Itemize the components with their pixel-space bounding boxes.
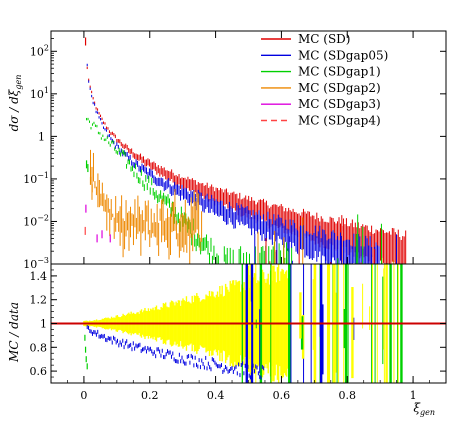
x-axis-title-base: ξ (413, 401, 421, 415)
main-y-tick-label-5: 102 (30, 43, 49, 58)
x-tick-label-3: 0.6 (273, 389, 291, 402)
x-tick-label-1: 0.2 (141, 389, 159, 402)
legend-label-1: MC (SDgap05) (298, 48, 388, 62)
main-y-tick-label-0: 10−3 (23, 256, 49, 271)
x-tick-label-5: 1 (410, 389, 417, 402)
x-tick-label-0: 0 (80, 389, 87, 402)
legend-label-4: MC (SDgap3) (298, 97, 381, 111)
ratio-y-tick-label-0: 0.6 (30, 365, 48, 378)
main-y-tick-label-1: 10−2 (23, 213, 49, 228)
legend-label-3: MC (SDgap2) (298, 81, 381, 95)
main-y-tick-label-3: 1 (38, 130, 45, 143)
ratio-y-tick-label-4: 1.4 (30, 270, 48, 283)
x-tick-label-4: 0.8 (339, 389, 357, 402)
main-y-axis-title: dσ / dξgen (7, 75, 23, 132)
main-y-tick-label-2: 10−1 (23, 171, 49, 186)
legend-label-5: MC (SDgap4) (298, 114, 381, 128)
ratio-series-1 (86, 325, 265, 380)
series-4-marks (85, 204, 111, 243)
high-xi-marks (254, 214, 397, 264)
main-y-axis-title-sub: gen (14, 75, 23, 90)
main-y-tick-exp-1: −2 (37, 213, 49, 222)
main-y-tick-exp-2: −1 (37, 171, 49, 180)
legend: MC (SD) MC (SDgap05) MC (SDgap1) MC (SDgap2… (261, 32, 388, 128)
ratio-series-2 (84, 334, 88, 370)
x-axis-title: ξgen (413, 401, 435, 417)
legend-label-2: MC (SDgap1) (298, 65, 381, 79)
ratio-y-tick-label-1: 0.8 (30, 341, 48, 354)
legend-label-0: MC (SD) (298, 32, 351, 46)
main-y-tick-exp-4: 1 (44, 86, 49, 95)
ratio-panel-frame (50, 263, 447, 384)
x-tick-label-2: 0.4 (207, 389, 225, 402)
ratio-y-tick-label-3: 1.2 (30, 294, 48, 307)
main-y-tick-label-4: 101 (30, 86, 49, 101)
x-axis-title-sub: gen (420, 408, 435, 417)
main-y-tick-exp-5: 2 (44, 43, 49, 52)
ratio-y-axis-title: MC / data (7, 302, 21, 363)
ratio-y-tick-label-2: 1 (40, 318, 47, 331)
ratio-panel: 0.6 0.8 1 1.2 1.4 0 0.2 0.4 0.6 0.8 1 (30, 264, 447, 402)
main-y-axis-title-base: dσ / dξ (7, 88, 21, 131)
main-y-tick-exp-0: −3 (37, 256, 49, 265)
series-3-marks (89, 149, 203, 264)
